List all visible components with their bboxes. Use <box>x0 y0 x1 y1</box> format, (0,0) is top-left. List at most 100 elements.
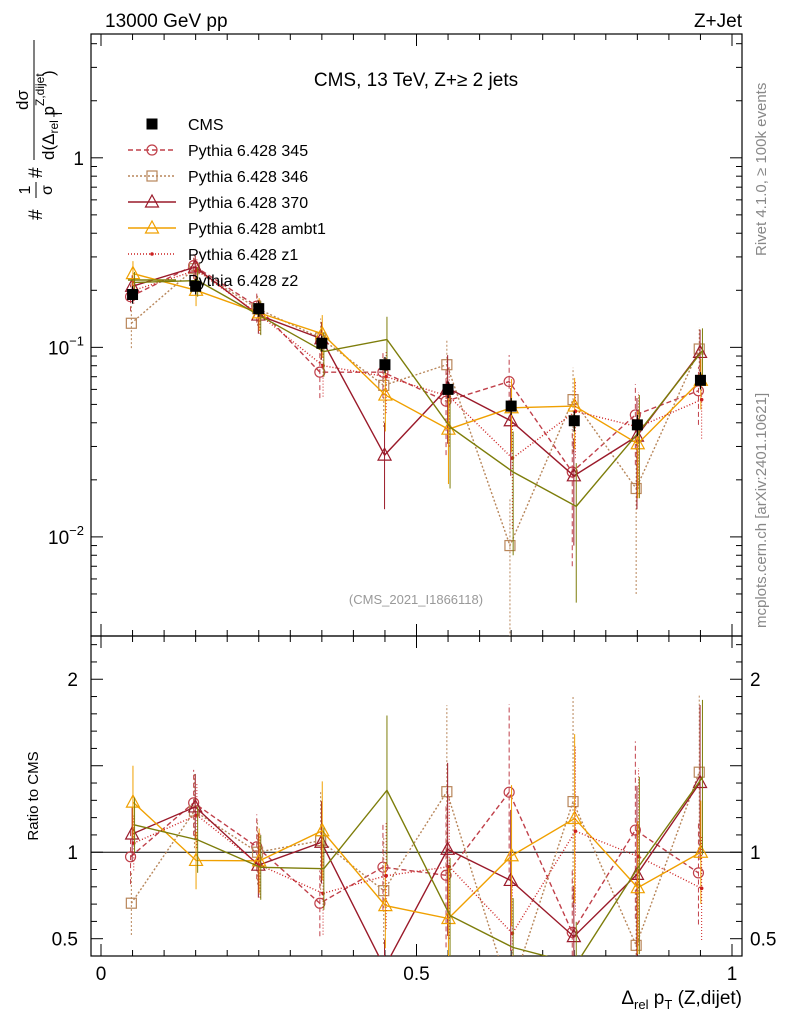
main-y-ticks: 110−110−2 <box>48 43 742 637</box>
cms-data-point <box>190 280 202 292</box>
ratio-point <box>314 897 326 909</box>
ratio-y-ticks: 2 2 1 1 0.5 0.5 <box>52 644 776 957</box>
main-y-tick-base: 10 <box>48 528 69 549</box>
x-tick-label: 0 <box>96 964 107 985</box>
main-y-tick-base: 10 <box>48 338 69 359</box>
ratio-point <box>630 879 646 894</box>
y-label-prefix: # <box>26 209 47 220</box>
data-point <box>441 359 453 371</box>
legend-label: Pythia 6.428 346 <box>188 169 308 186</box>
legend-marker <box>144 219 160 234</box>
x-label-tail: (Z,dijet) <box>672 988 742 1009</box>
x-tick-label: 1 <box>727 964 738 985</box>
data-point <box>314 366 326 378</box>
ratio-point <box>188 852 204 867</box>
main-y-tick-exp: −1 <box>69 333 84 348</box>
header-process: Z+Jet <box>694 11 743 32</box>
legend-marker <box>150 252 154 256</box>
data-point <box>699 397 704 402</box>
cms-data-point <box>316 337 328 349</box>
ratio-point <box>378 885 390 897</box>
x-label-psub: T <box>664 997 672 1012</box>
legend-label: Pythia 6.428 z2 <box>188 273 298 290</box>
ratio-y-axis-label: Ratio to CMS <box>25 751 42 840</box>
ratio-point <box>441 786 453 798</box>
data-point <box>630 482 642 495</box>
ratio-point <box>377 897 393 912</box>
ratio-point <box>567 795 579 808</box>
cms-data-point <box>568 415 580 427</box>
ratio-point <box>630 939 642 951</box>
x-label-sub: rel <box>634 997 649 1012</box>
main-y-tick-label: 1 <box>73 149 84 170</box>
main-y-tick-label: 10−1 <box>48 333 84 359</box>
series-line <box>134 279 704 508</box>
x-tick-label: 0.5 <box>403 964 429 985</box>
legend-label: Pythia 6.428 z1 <box>188 247 298 264</box>
ratio-point <box>313 834 329 848</box>
ratio-series-line <box>131 782 701 956</box>
y-label-one: 1 <box>17 185 34 194</box>
series-main <box>125 261 709 499</box>
data-point <box>377 446 393 461</box>
ratio-series-layer <box>124 694 709 998</box>
mcplots-label: mcplots.cern.ch [arXiv:2401.10621] <box>753 393 770 628</box>
series-ratio <box>131 746 704 956</box>
ratio-point <box>505 988 515 998</box>
series-line <box>133 269 702 460</box>
y-label-sigma: σ <box>39 185 56 195</box>
data-point <box>566 466 578 478</box>
x-label-p: p <box>649 988 665 1009</box>
legend-label: CMS <box>188 117 224 134</box>
ratio-point <box>503 872 519 887</box>
data-point <box>504 539 516 552</box>
header-energy: 13000 GeV pp <box>105 11 228 32</box>
ratio-point <box>440 841 456 855</box>
chart-title: CMS, 13 TeV, Z+≥ 2 jets <box>314 70 518 91</box>
cms-data-point <box>442 383 454 395</box>
y-label-den-delta: d(Δ <box>39 134 58 160</box>
ratio-y-tick-label: 0.5 <box>52 930 78 951</box>
ratio-point <box>125 897 137 909</box>
cms-data-point <box>505 400 517 412</box>
ratio-point <box>504 847 520 862</box>
ratio-series-line <box>132 801 702 920</box>
main-y-tick-label: 10−2 <box>48 523 84 549</box>
legend-marker <box>146 118 158 130</box>
data-point <box>630 435 646 450</box>
legend-marker <box>146 170 158 182</box>
y-label-hash: # <box>26 167 47 178</box>
ratio-point <box>440 910 456 925</box>
data-point <box>377 386 393 401</box>
ratio-point <box>125 793 141 808</box>
main-y-tick-exp: −2 <box>69 523 84 538</box>
y-label-den-sub: rel <box>47 120 61 133</box>
series-line <box>132 272 702 445</box>
ratio-point <box>573 829 578 833</box>
legend-marker <box>146 144 158 156</box>
ratio-point <box>124 851 137 863</box>
y-label-den: d(Δrel pZ,dijet T) <box>33 70 65 160</box>
series-main <box>125 255 705 636</box>
data-point <box>567 394 579 406</box>
y-label-den-p: p <box>39 106 58 120</box>
series-main <box>134 267 704 603</box>
y-label-num: dσ <box>13 90 32 110</box>
legend: CMS Pythia 6.428 345 Pythia 6.428 346 Pythi… <box>128 117 326 290</box>
data-point <box>187 258 203 273</box>
rivet-label: Rivet 4.1.0, ≥ 100k events <box>753 83 770 256</box>
data-point <box>629 427 645 442</box>
series-ratio <box>124 705 708 956</box>
ratio-point <box>692 774 708 789</box>
data-point <box>125 317 137 329</box>
ratio-point <box>187 798 203 813</box>
cms-data-point <box>631 419 643 431</box>
ratio-y-tick-label-right: 2 <box>750 670 761 691</box>
ratio-y-tick-label: 1 <box>67 843 78 864</box>
series-line <box>130 267 700 548</box>
data-series <box>127 278 706 437</box>
data-point <box>503 412 519 427</box>
ratio-point <box>503 786 515 798</box>
x-label-delta: Δ <box>621 988 634 1009</box>
ratio-point <box>699 886 704 891</box>
